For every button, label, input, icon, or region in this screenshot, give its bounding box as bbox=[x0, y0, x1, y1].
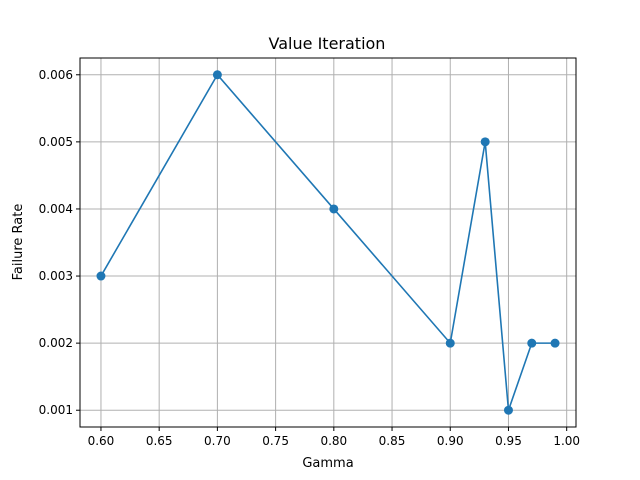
x-tick-label: 0.90 bbox=[437, 434, 464, 448]
chart-title: Value Iteration bbox=[269, 34, 386, 53]
x-tick-label: 0.85 bbox=[379, 434, 406, 448]
x-axis-label: Gamma bbox=[302, 456, 353, 471]
data-point bbox=[212, 70, 222, 80]
y-tick-label: 0.006 bbox=[39, 68, 73, 82]
series-line bbox=[100, 73, 556, 411]
axis-ticks: 0.60 0.65 0.70 0.75 0.80 0.85 0.90 0.95 1.00 0.00… bbox=[39, 68, 580, 448]
plot-frame bbox=[79, 57, 577, 428]
y-tick-label: 0.002 bbox=[39, 336, 73, 350]
x-tick-label: 0.65 bbox=[146, 434, 173, 448]
data-point bbox=[329, 204, 339, 214]
y-tick-label: 0.004 bbox=[39, 202, 73, 216]
data-point bbox=[96, 271, 106, 281]
x-tick-label: 0.75 bbox=[262, 434, 289, 448]
data-point bbox=[480, 137, 490, 147]
grid bbox=[80, 58, 576, 427]
data-point bbox=[503, 405, 513, 415]
data-point bbox=[527, 338, 537, 348]
y-tick-label: 0.005 bbox=[39, 135, 73, 149]
y-axis-label: Failure Rate bbox=[11, 204, 26, 281]
data-point bbox=[445, 338, 455, 348]
y-tick-label: 0.003 bbox=[39, 269, 73, 283]
data-point bbox=[550, 338, 560, 348]
series-layer bbox=[96, 70, 560, 415]
x-tick-label: 0.70 bbox=[204, 434, 231, 448]
x-tick-label: 0.60 bbox=[88, 434, 115, 448]
x-tick-label: 0.95 bbox=[495, 434, 522, 448]
x-tick-label: 0.80 bbox=[320, 434, 347, 448]
x-tick-label: 1.00 bbox=[553, 434, 580, 448]
y-tick-label: 0.001 bbox=[39, 403, 73, 417]
